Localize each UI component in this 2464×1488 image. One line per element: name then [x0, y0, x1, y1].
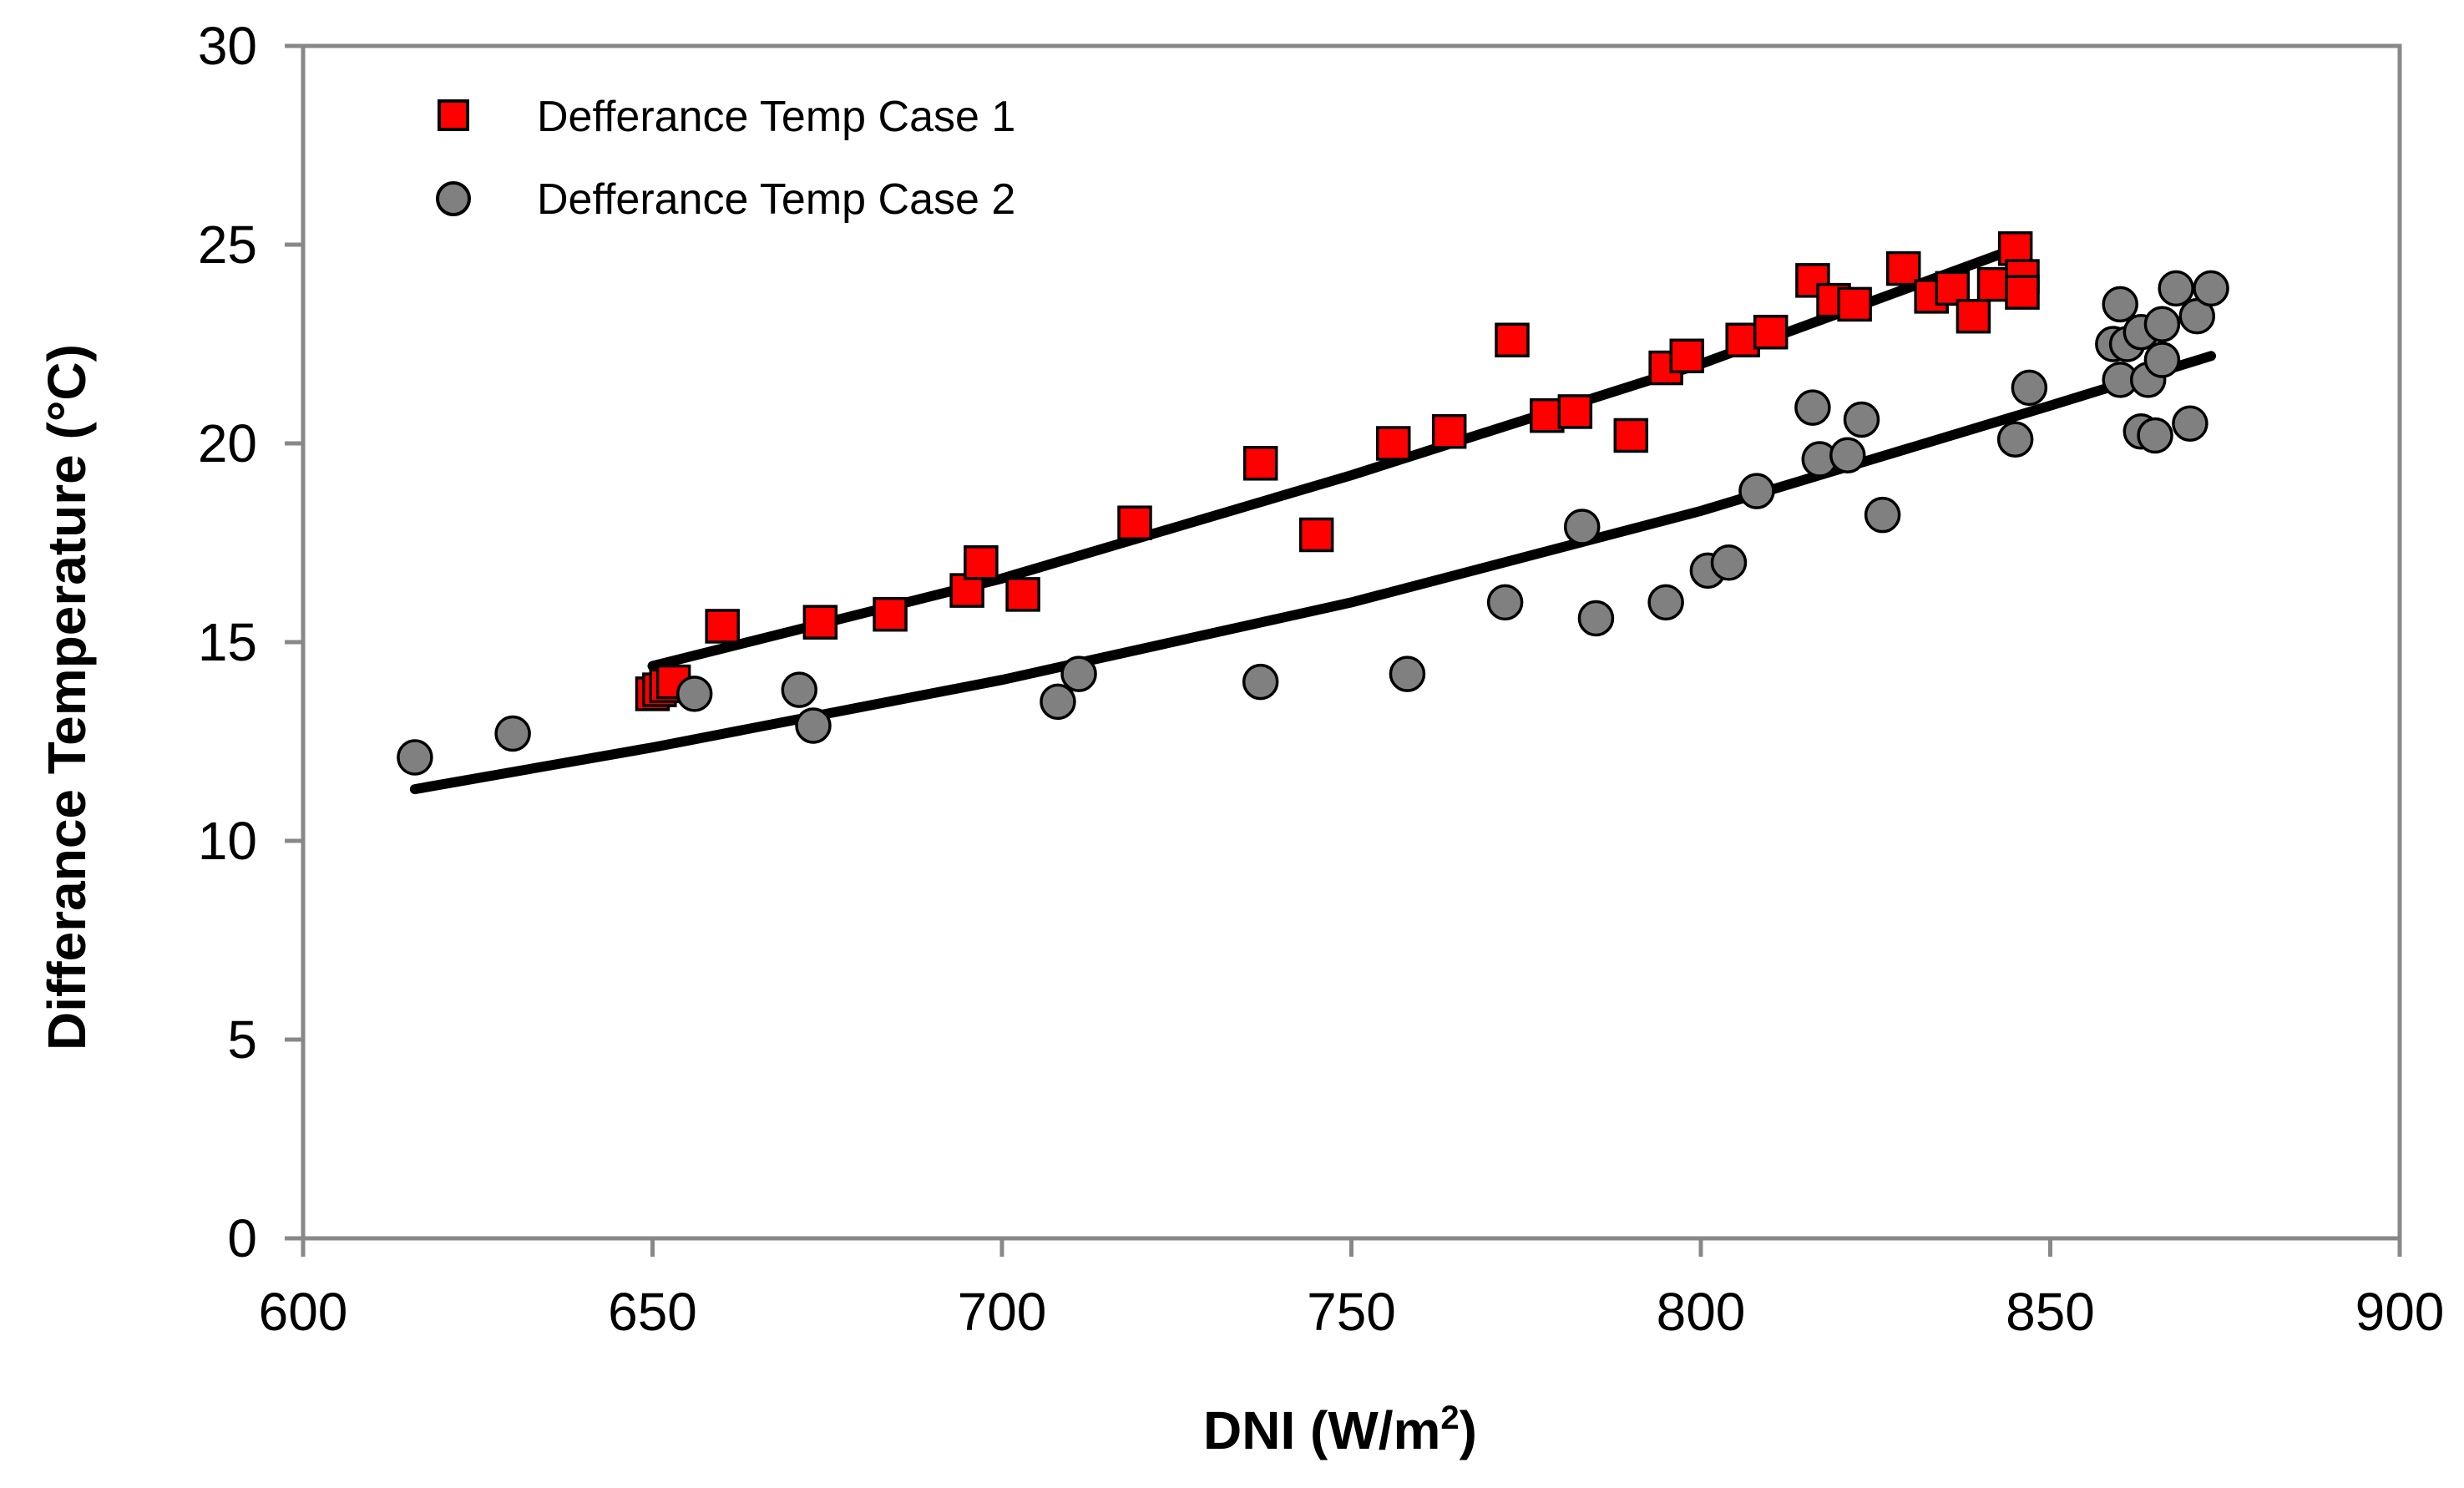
- data-point-case-2: [1389, 655, 1426, 692]
- x-tick-label: 750: [1307, 1282, 1396, 1342]
- data-point-case-2: [1794, 389, 1831, 426]
- data-point-case-1: [2005, 275, 2040, 310]
- data-point-case-2: [1864, 496, 1901, 534]
- data-point-case-2: [494, 715, 531, 752]
- data-point-case-1: [1976, 266, 2012, 302]
- data-point-case-1: [1753, 314, 1789, 350]
- data-point-case-1: [1431, 413, 1467, 449]
- data-point-case-1: [1242, 446, 1278, 481]
- x-axis-title: DNI (W/m2): [1203, 1399, 1477, 1460]
- data-point-case-2: [1242, 663, 1279, 701]
- data-point-case-1: [1117, 505, 1152, 540]
- data-point-case-1: [1298, 517, 1334, 553]
- y-tick-label: 10: [198, 811, 257, 871]
- data-point-case-1: [1005, 577, 1040, 612]
- trendline-case-2: [409, 351, 2216, 795]
- data-point-case-1: [1885, 251, 1921, 286]
- data-point-case-2: [2193, 270, 2229, 307]
- legend-marker-case-2: [436, 181, 471, 216]
- data-point-case-2: [2102, 286, 2138, 323]
- data-point-case-2: [1710, 544, 1748, 581]
- y-tick-label: 30: [198, 16, 257, 76]
- data-point-case-2: [2143, 342, 2181, 378]
- data-point-case-2: [1647, 584, 1684, 621]
- data-point-case-1: [964, 545, 999, 580]
- data-point-case-2: [675, 676, 713, 712]
- data-point-case-1: [1613, 418, 1649, 453]
- data-point-case-2: [781, 671, 818, 708]
- y-axis-title: Differance Temperature (°C): [37, 344, 97, 1050]
- data-point-case-1: [1557, 394, 1593, 429]
- x-tick-label: 800: [1657, 1282, 1746, 1342]
- x-tick-label: 650: [608, 1282, 697, 1342]
- data-point-case-2: [2143, 306, 2181, 342]
- legend-label-case-2: Defferance Temp Case 2: [537, 175, 1015, 224]
- x-tick-label: 600: [259, 1282, 348, 1342]
- data-point-case-2: [1060, 655, 1097, 692]
- x-tick-label: 850: [2006, 1282, 2095, 1342]
- data-point-case-2: [1040, 683, 1076, 721]
- data-point-case-2: [2172, 405, 2208, 442]
- plot-area: [301, 43, 2402, 1241]
- data-point-case-2: [2011, 369, 2048, 407]
- data-point-case-1: [1935, 271, 1971, 306]
- data-point-case-1: [1725, 322, 1760, 357]
- data-point-case-1: [1375, 426, 1411, 461]
- legend-marker-case-1: [438, 99, 469, 131]
- data-point-case-2: [1996, 421, 2034, 458]
- y-tick-label: 20: [198, 413, 257, 473]
- data-point-case-2: [795, 707, 832, 744]
- x-tick-label: 900: [2355, 1282, 2445, 1342]
- y-tick-label: 0: [227, 1208, 257, 1268]
- axis-ticks: 600 650 700 750 800 850 900 0 5 10 15 20 25 30: [198, 16, 2445, 1342]
- data-point-case-2: [1563, 509, 1601, 545]
- data-point-case-2: [1829, 437, 1866, 474]
- legend: Defferance Temp Case 1 Defferance Temp C…: [436, 93, 1015, 224]
- data-points: [397, 231, 2229, 776]
- data-point-case-1: [1956, 298, 1991, 334]
- data-point-case-2: [1577, 600, 1615, 637]
- data-point-case-2: [397, 739, 433, 776]
- data-point-case-2: [1843, 401, 1880, 438]
- y-tick-label: 15: [198, 612, 257, 672]
- data-point-case-1: [1495, 322, 1530, 357]
- data-point-case-2: [1738, 473, 1775, 509]
- data-point-case-2: [2137, 417, 2173, 454]
- x-tick-label: 700: [958, 1282, 1047, 1342]
- data-point-case-2: [2158, 270, 2194, 307]
- data-point-case-2: [1486, 584, 1524, 621]
- data-point-case-1: [802, 605, 838, 640]
- data-point-case-1: [705, 609, 740, 644]
- y-tick-label: 5: [227, 1010, 257, 1070]
- data-point-case-1: [1837, 286, 1872, 322]
- legend-label-case-1: Defferance Temp Case 1: [537, 93, 1015, 141]
- data-point-case-1: [873, 596, 908, 632]
- y-tick-label: 25: [198, 215, 257, 275]
- data-point-case-1: [1669, 338, 1705, 374]
